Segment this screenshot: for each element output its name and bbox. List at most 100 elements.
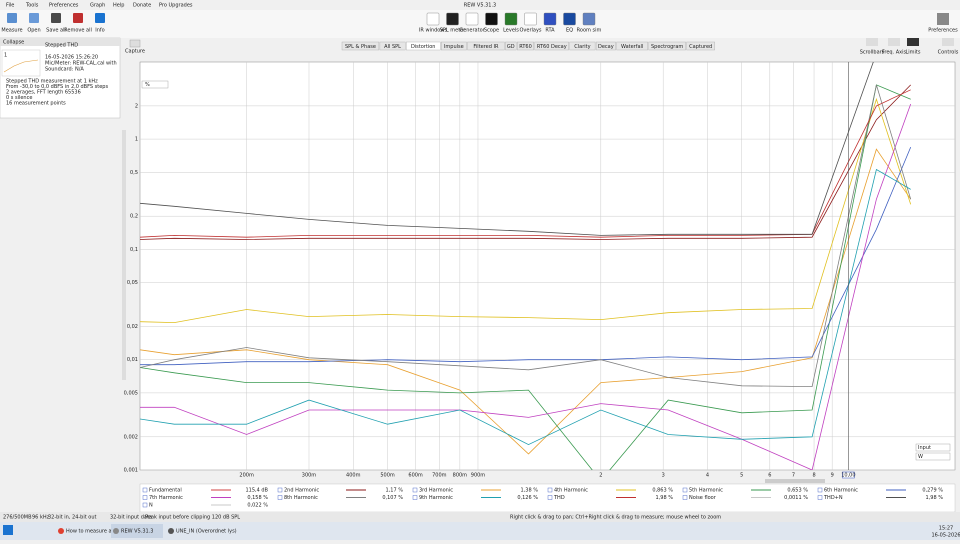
taskbar-app-label[interactable]: UNE_IN (Overordnet lys) (176, 529, 237, 535)
menu-item[interactable]: Donate (133, 3, 151, 9)
tab[interactable] (379, 41, 406, 51)
legend-checkbox[interactable] (682, 487, 688, 493)
tab[interactable] (467, 41, 505, 51)
control-icon[interactable] (888, 38, 900, 46)
control-icon[interactable] (866, 38, 878, 46)
tab-label[interactable]: Waterfall (621, 44, 643, 50)
toolbar-label[interactable]: Levels (503, 28, 519, 34)
tab[interactable] (341, 41, 380, 51)
tab-label[interactable]: RT60 Decay (537, 44, 567, 50)
toolbar-label[interactable]: EQ (566, 28, 573, 34)
control-icon[interactable] (942, 38, 954, 46)
capture-label[interactable]: Capture (125, 49, 145, 55)
toolbar-icon[interactable] (504, 12, 518, 26)
tab-label[interactable]: Spectrogram (651, 44, 683, 50)
tab[interactable] (616, 41, 648, 51)
capture-button[interactable] (129, 39, 141, 48)
toolbar-icon[interactable] (7, 13, 17, 23)
toolbar-label[interactable]: IR windows (419, 28, 448, 34)
legend-checkbox[interactable] (547, 495, 553, 500)
legend-checkbox[interactable] (547, 487, 553, 493)
menu-item[interactable]: File (6, 3, 14, 9)
toolbar-icon[interactable] (426, 12, 440, 26)
taskbar-app-label[interactable]: REW V5.31.3 (121, 529, 154, 535)
tab-label[interactable]: Distortion (411, 44, 436, 50)
dropdown-label[interactable]: Input (918, 445, 931, 451)
tab-label[interactable]: GD (507, 44, 515, 50)
toolbar-label[interactable]: Remove all (64, 28, 92, 34)
tab[interactable] (441, 41, 467, 51)
menu-item[interactable]: Tools (25, 3, 39, 9)
tab[interactable] (406, 41, 441, 51)
toolbar-label[interactable]: Generator (459, 28, 485, 34)
toolbar-icon[interactable] (465, 12, 479, 26)
toolbar-icon[interactable] (937, 13, 949, 25)
legend-checkbox[interactable] (817, 487, 823, 493)
legend-checkbox[interactable] (277, 487, 283, 493)
menu-item[interactable]: Help (113, 3, 124, 9)
control-label[interactable]: Limits (906, 50, 921, 56)
control-label[interactable]: Controls (938, 50, 959, 56)
tab[interactable] (569, 41, 596, 51)
tab[interactable] (648, 41, 686, 51)
legend-checkbox[interactable] (682, 495, 688, 500)
legend-checkbox[interactable] (142, 495, 148, 500)
control-label[interactable]: Scrollbars (860, 50, 885, 56)
toolbar-icon[interactable] (524, 12, 537, 26)
menu-item[interactable]: Graph (90, 3, 105, 9)
toolbar-icon[interactable] (446, 12, 459, 26)
toolbar-label[interactable]: Open (27, 28, 40, 34)
toolbar-icon[interactable] (95, 13, 105, 23)
tab[interactable] (534, 41, 569, 51)
legend-checkbox[interactable] (142, 502, 148, 508)
legend-checkbox[interactable] (412, 495, 418, 500)
menu-item[interactable]: Pro Upgrades (159, 3, 193, 9)
toolbar-label[interactable]: Overlays (519, 28, 541, 34)
toolbar-icon[interactable] (563, 12, 576, 26)
control-icon[interactable] (907, 38, 919, 46)
control-label[interactable]: Freq. Axis (882, 50, 907, 56)
toolbar-icon[interactable] (582, 12, 596, 26)
toolbar-icon[interactable] (51, 13, 61, 23)
tab-label[interactable]: Impulse (444, 44, 464, 50)
toolbar-label[interactable]: Preferences (928, 28, 958, 34)
tab-label[interactable]: Clarity (574, 44, 590, 50)
toolbar-label[interactable]: Save all (46, 28, 66, 34)
x-scrollbar[interactable] (765, 479, 825, 483)
toolbar-label[interactable]: SPL meter (440, 28, 467, 34)
toolbar-label[interactable]: Scope (484, 28, 499, 34)
tab[interactable] (686, 41, 715, 51)
tab[interactable] (505, 41, 517, 51)
panel-scrollbar[interactable] (122, 130, 126, 380)
tab-label[interactable]: RT60 (519, 44, 532, 50)
legend-checkbox[interactable] (817, 495, 823, 500)
legend-checkbox[interactable] (412, 487, 418, 493)
start-button[interactable] (3, 525, 13, 535)
tab[interactable] (595, 41, 616, 51)
collapse-button[interactable]: Collapse (3, 40, 24, 46)
unit-dropdown[interactable] (915, 452, 951, 461)
tab-label[interactable]: Filtered IR (473, 44, 499, 50)
toolbar-label[interactable]: Room sim (577, 28, 602, 34)
toolbar-icon[interactable] (485, 12, 498, 26)
input-dropdown[interactable] (915, 443, 951, 452)
taskbar-app-label[interactable]: How to measure amplif (66, 529, 124, 535)
toolbar-icon[interactable] (543, 12, 557, 26)
menu-item[interactable]: Preferences (49, 3, 79, 9)
toolbar-label[interactable]: RTA (545, 28, 555, 34)
legend-checkbox[interactable] (277, 495, 283, 500)
legend-checkbox[interactable] (142, 487, 148, 493)
tab-label[interactable]: SPL & Phase (345, 44, 376, 50)
toolbar-icon[interactable] (73, 13, 83, 23)
toolbar-label[interactable]: Info (95, 28, 104, 34)
tab-label[interactable]: Decay (598, 44, 614, 50)
y-unit-dropdown[interactable] (141, 80, 169, 89)
toolbar-icon[interactable] (29, 13, 39, 23)
tab[interactable] (517, 41, 535, 51)
tab-label[interactable]: All SPL (384, 44, 401, 50)
plot-area[interactable] (139, 61, 956, 471)
tab-label[interactable]: Captured (689, 44, 712, 50)
dropdown-label[interactable]: W (918, 454, 923, 460)
toolbar-label[interactable]: Measure (1, 28, 22, 34)
taskbar-app[interactable] (111, 524, 163, 538)
